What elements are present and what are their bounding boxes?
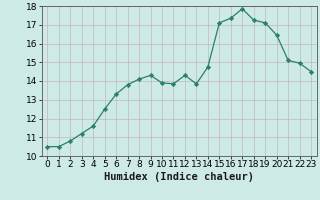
X-axis label: Humidex (Indice chaleur): Humidex (Indice chaleur) xyxy=(104,172,254,182)
